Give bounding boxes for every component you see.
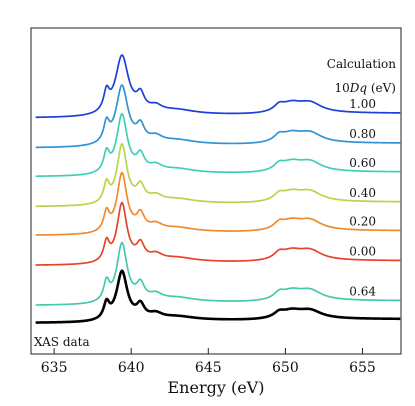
legend-title-line1: Calculation <box>327 57 397 71</box>
series-line-0.00 <box>35 201 401 266</box>
series-line-xas-data <box>35 269 401 324</box>
x-tick-label: 645 <box>195 360 222 376</box>
series-label-0-40: 0.40 <box>349 186 376 200</box>
series-curves <box>35 54 401 324</box>
series-label-0-00: 0.00 <box>349 245 376 259</box>
legend-title-suffix: (eV) <box>367 81 396 95</box>
x-axis-ticks: 635 640 645 650 655 <box>41 348 376 376</box>
series-line-0.60 <box>35 112 401 178</box>
plot-frame <box>30 27 402 355</box>
legend-title-prefix: 10 <box>334 81 349 95</box>
series-label-0-80: 0.80 <box>349 127 376 141</box>
series-label-0-60: 0.60 <box>349 156 376 170</box>
x-tick-label: 635 <box>41 360 68 376</box>
x-tick-label: 655 <box>349 360 376 376</box>
series-label-0-20: 0.20 <box>349 215 376 229</box>
series-line-1.00 <box>35 54 401 119</box>
series-label-0-64: 0.64 <box>349 285 376 299</box>
series-label-1-00: 1.00 <box>349 97 376 111</box>
series-labels: 1.00 0.80 0.60 0.40 0.20 0.00 0.64 <box>349 97 376 299</box>
xas-data-label: XAS data <box>34 335 90 349</box>
x-axis-label: Energy (eV) <box>168 378 265 397</box>
series-line-0.64 <box>35 241 401 306</box>
legend-title-italic: Dq <box>349 81 368 95</box>
series-line-0.20 <box>35 171 401 236</box>
series-line-0.40 <box>35 142 401 208</box>
x-tick-label: 640 <box>118 360 145 376</box>
series-line-0.80 <box>35 83 401 149</box>
legend-title-line2: 10Dq (eV) <box>334 81 396 95</box>
x-tick-label: 650 <box>272 360 299 376</box>
